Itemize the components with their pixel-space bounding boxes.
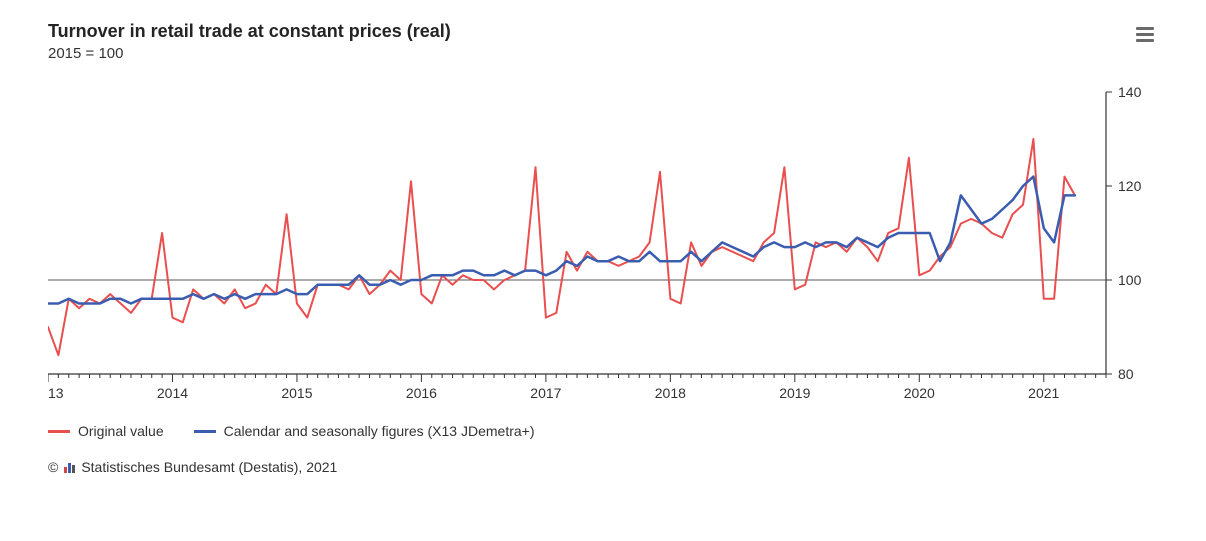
header: Turnover in retail trade at constant pri…	[48, 20, 1158, 62]
svg-text:2018: 2018	[655, 385, 686, 401]
credit-text: Statistisches Bundesamt (Destatis), 2021	[81, 459, 337, 475]
legend-label-original: Original value	[78, 423, 164, 439]
legend-item-original[interactable]: Original value	[48, 423, 164, 439]
svg-text:2013: 2013	[48, 385, 64, 401]
svg-text:2015: 2015	[281, 385, 312, 401]
line-chart-svg: 2013 2014 2015 2016 2017 2018 2019 2020 2021 80 10…	[48, 84, 1158, 404]
svg-text:2016: 2016	[406, 385, 437, 401]
svg-text:2020: 2020	[904, 385, 935, 401]
legend-label-adjusted: Calendar and seasonally figures (X13 JDe…	[224, 423, 535, 439]
logo-icon	[64, 461, 75, 473]
copyright-symbol: ©	[48, 459, 58, 475]
svg-text:2019: 2019	[779, 385, 810, 401]
svg-text:120: 120	[1118, 178, 1142, 194]
title-block: Turnover in retail trade at constant pri…	[48, 20, 451, 62]
chart-container: Turnover in retail trade at constant pri…	[0, 0, 1206, 541]
svg-text:80: 80	[1118, 366, 1134, 382]
svg-text:140: 140	[1118, 84, 1142, 100]
svg-text:2017: 2017	[530, 385, 561, 401]
chart-title: Turnover in retail trade at constant pri…	[48, 20, 451, 43]
legend-item-adjusted[interactable]: Calendar and seasonally figures (X13 JDe…	[194, 423, 535, 439]
chart-subtitle: 2015 = 100	[48, 45, 451, 62]
svg-text:100: 100	[1118, 272, 1142, 288]
svg-text:2014: 2014	[157, 385, 188, 401]
svg-text:2021: 2021	[1028, 385, 1059, 401]
legend-swatch-adjusted	[194, 430, 216, 433]
chart-menu-icon[interactable]	[1132, 20, 1158, 49]
credit-line: © Statistisches Bundesamt (Destatis), 20…	[48, 459, 1158, 475]
legend-swatch-original	[48, 430, 70, 433]
plot-area: 2013 2014 2015 2016 2017 2018 2019 2020 2021 80 10…	[48, 84, 1158, 409]
legend: Original value Calendar and seasonally f…	[48, 423, 1158, 439]
